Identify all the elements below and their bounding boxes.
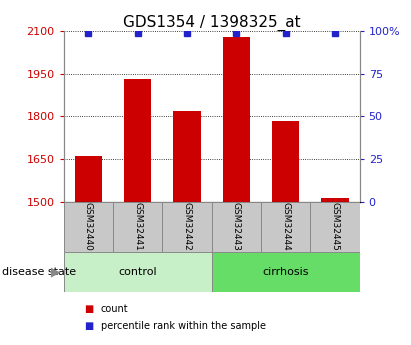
Text: GSM32442: GSM32442 (182, 203, 192, 251)
Bar (223, 37, 250, 202)
Bar (113, 202, 162, 252)
Bar (124, 79, 151, 202)
Bar (310, 202, 360, 252)
Text: count: count (101, 304, 128, 314)
Text: percentile rank within the sample: percentile rank within the sample (101, 321, 266, 331)
Text: ■: ■ (84, 321, 94, 331)
Bar (212, 202, 261, 252)
Bar (75, 156, 102, 202)
Bar (261, 202, 310, 252)
Text: GSM32444: GSM32444 (281, 203, 290, 251)
Text: control: control (118, 267, 157, 277)
Bar (162, 202, 212, 252)
Text: cirrhosis: cirrhosis (262, 267, 309, 277)
Bar (321, 198, 349, 202)
Text: disease state: disease state (2, 267, 76, 277)
Bar (212, 252, 360, 292)
Text: GSM32443: GSM32443 (232, 203, 241, 251)
Title: GDS1354 / 1398325_at: GDS1354 / 1398325_at (123, 15, 300, 31)
Bar (272, 121, 299, 202)
Text: GSM32440: GSM32440 (84, 203, 93, 251)
Text: ■: ■ (84, 304, 94, 314)
Bar (173, 111, 201, 202)
Bar (64, 252, 212, 292)
Text: ▶: ▶ (51, 265, 60, 278)
Bar (64, 202, 113, 252)
Text: GSM32441: GSM32441 (133, 203, 142, 251)
Text: GSM32445: GSM32445 (330, 203, 339, 251)
